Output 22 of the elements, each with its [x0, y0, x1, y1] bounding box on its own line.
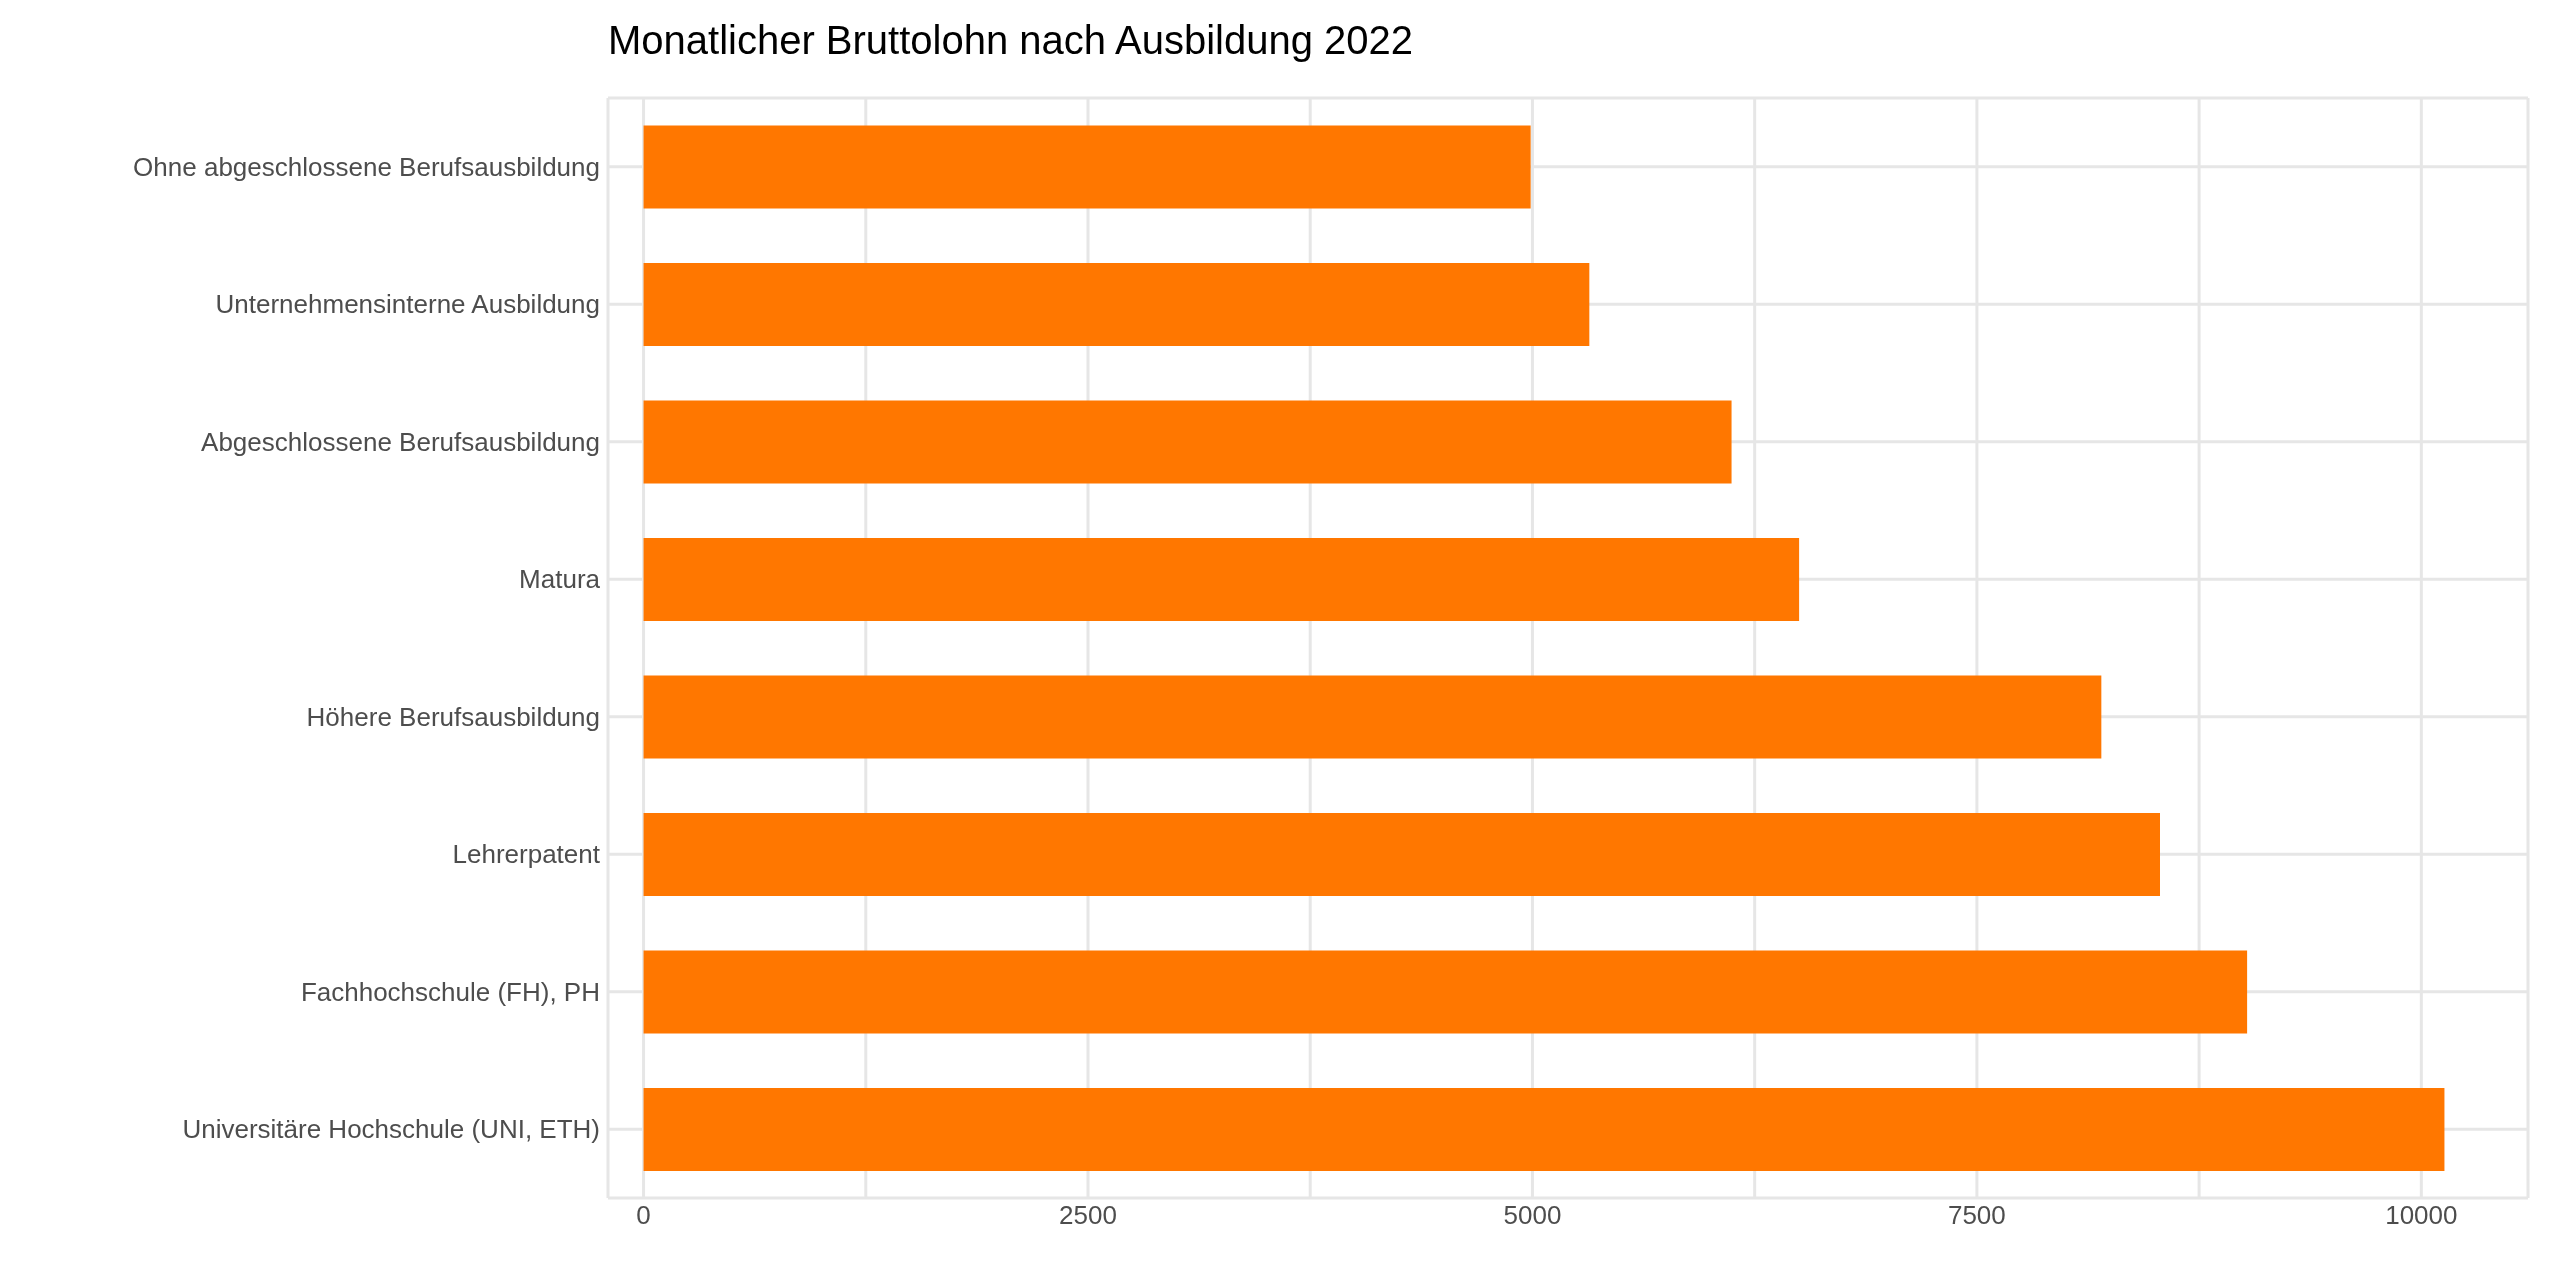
x-tick-label: 2500 [1059, 1200, 1117, 1231]
x-tick-label: 0 [636, 1200, 651, 1231]
x-tick-label: 7500 [1947, 1200, 2006, 1231]
y-tick-label: Unternehmensinterne Ausbildung [215, 289, 600, 320]
x-tick-label: 10000 [2385, 1200, 2458, 1231]
y-tick-label: Höhere Berufsausbildung [306, 701, 600, 732]
bar [643, 400, 1732, 484]
bar [643, 675, 2102, 759]
bar [643, 1088, 2445, 1171]
y-tick-label: Ohne abgeschlossene Berufsausbildung [133, 151, 600, 182]
x-tick-label: 5000 [1503, 1200, 1562, 1231]
y-tick-label: Fachhochschule (FH), PH [300, 976, 600, 1007]
y-tick-label: Universitäre Hochschule (UNI, ETH) [182, 1114, 600, 1145]
bar [643, 538, 1800, 621]
y-tick-label: Matura [519, 564, 601, 595]
bar [643, 263, 1590, 346]
chart-title: Monatlicher Bruttolohn nach Ausbildung 2022 [608, 18, 1413, 63]
y-tick-label: Abgeschlossene Berufsausbildung [201, 426, 600, 457]
bar [643, 125, 1531, 209]
y-tick-label: Lehrerpatent [452, 839, 601, 870]
bar [643, 813, 2160, 896]
bar [643, 950, 2248, 1034]
